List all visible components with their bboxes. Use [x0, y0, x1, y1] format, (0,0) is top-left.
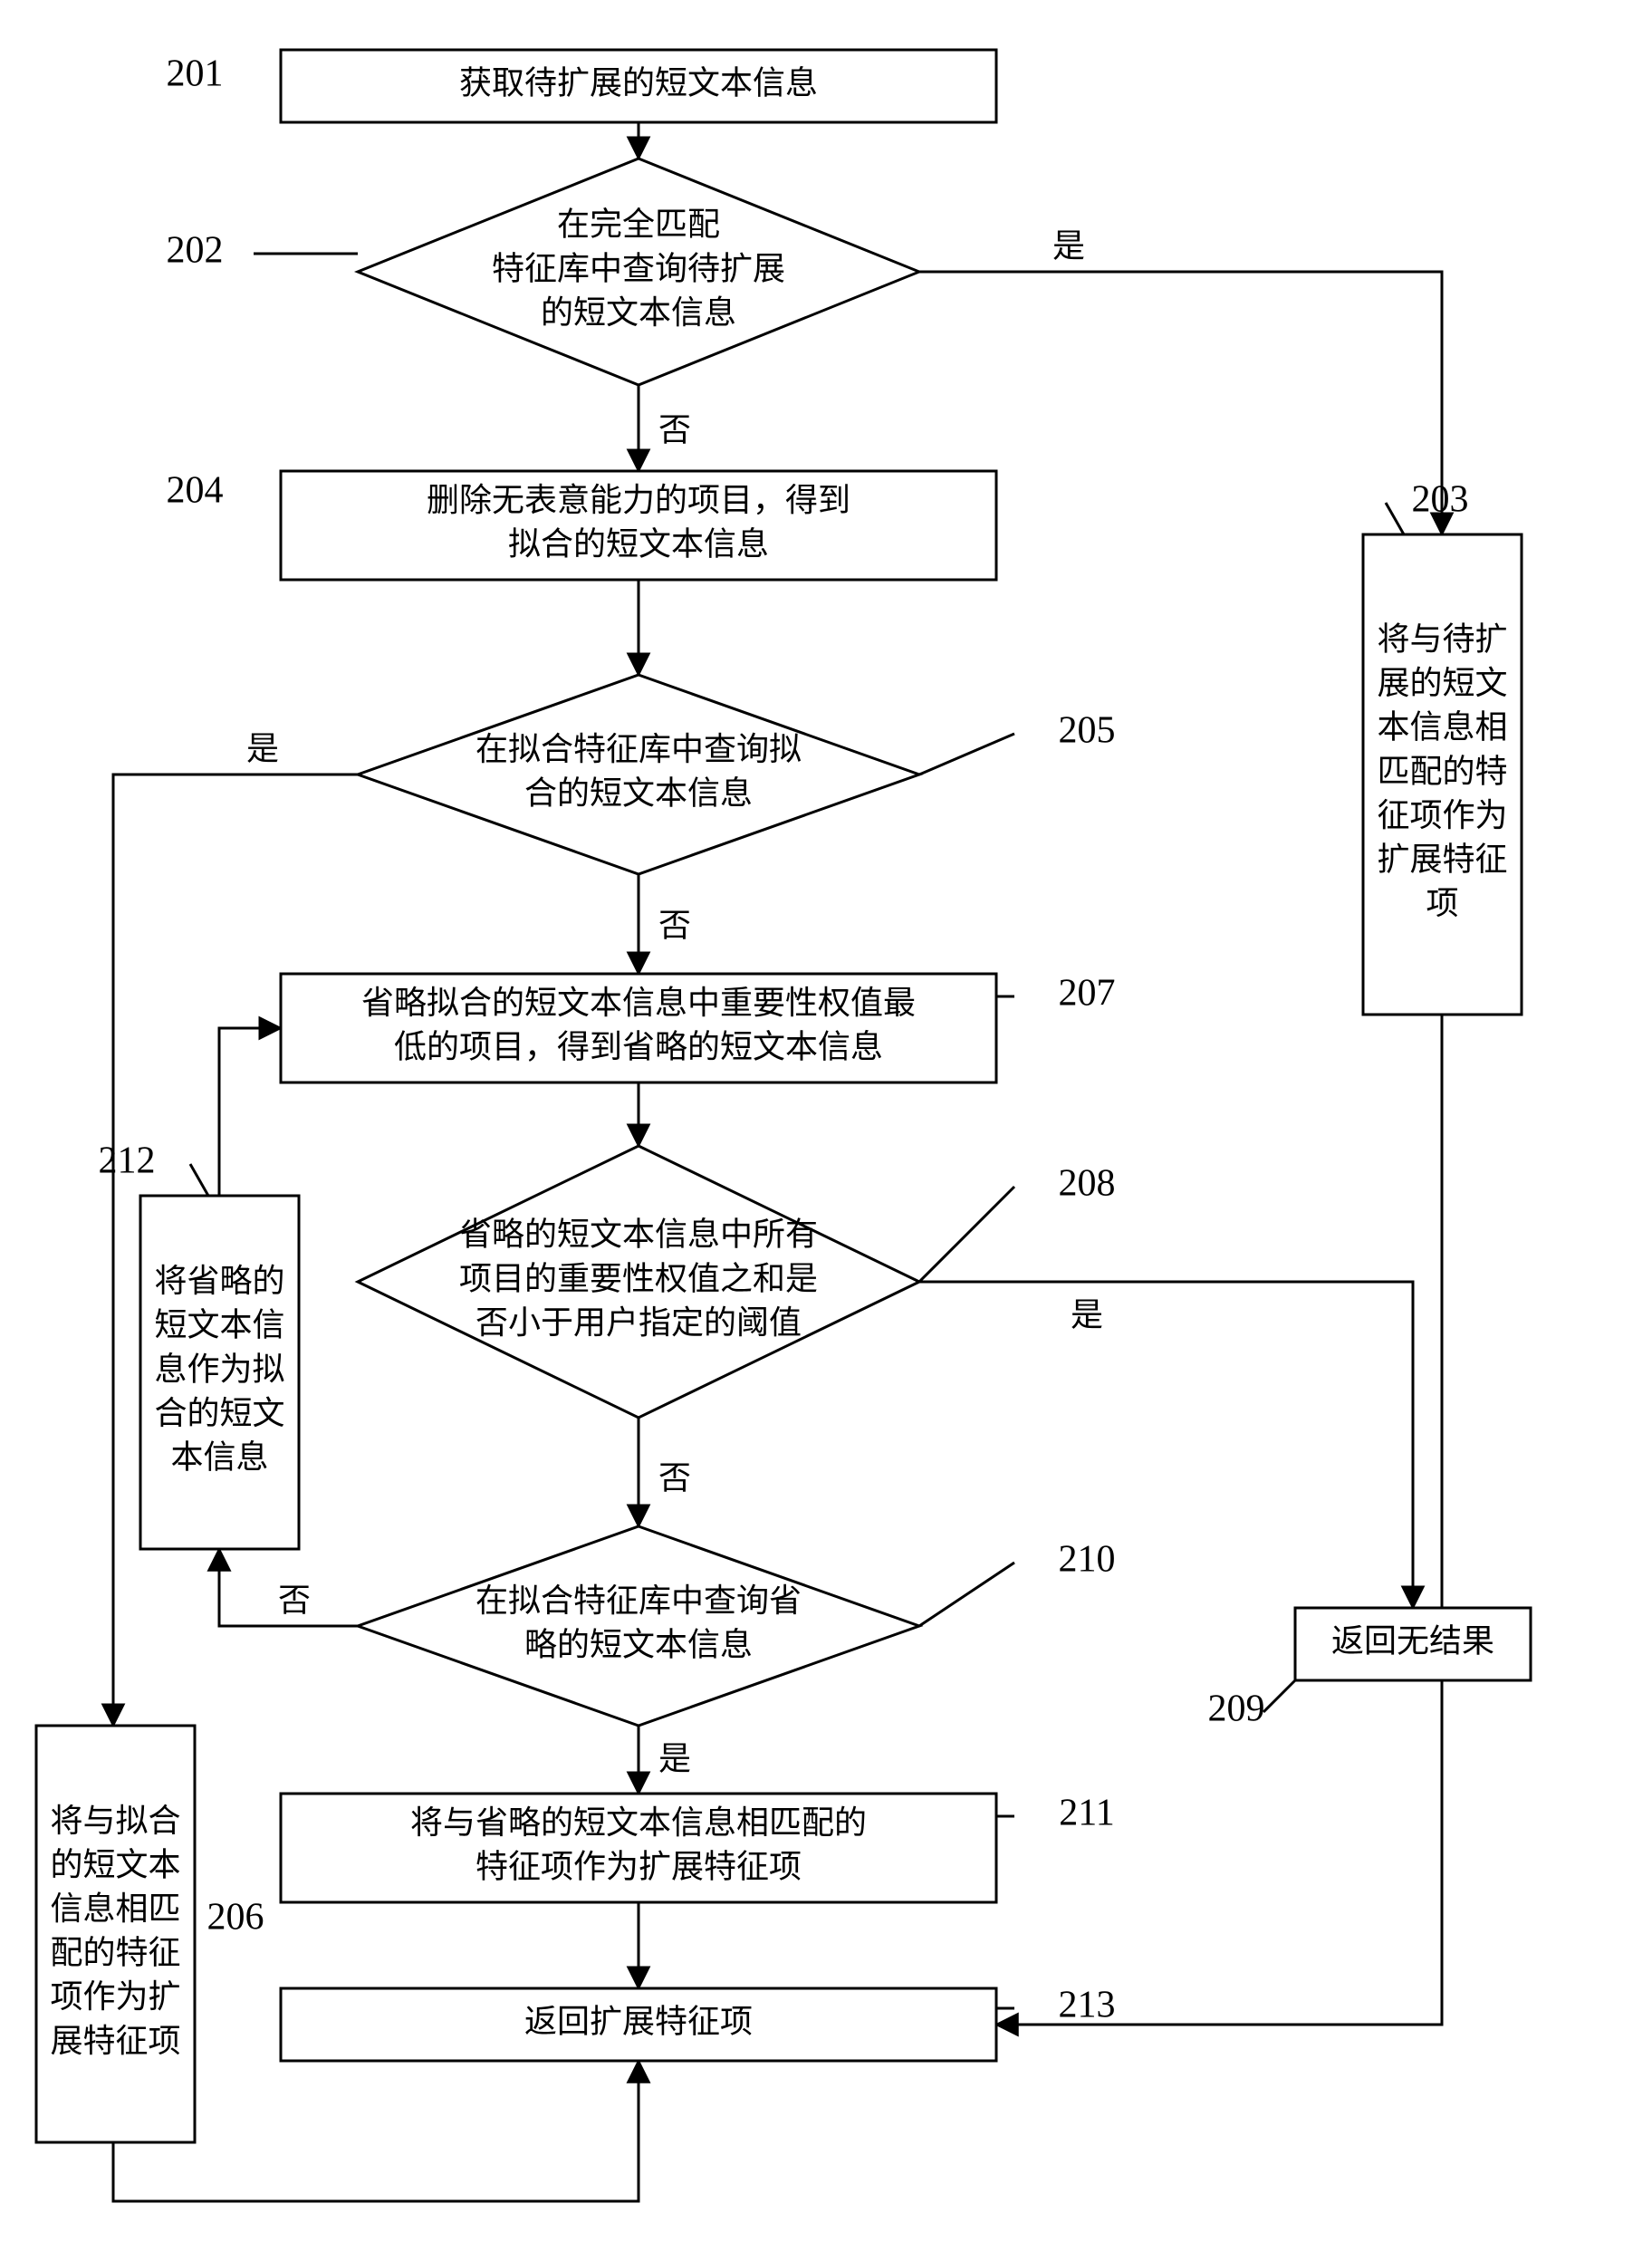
- edge-label: 否: [658, 411, 691, 447]
- node-text: 合的短文本信息: [524, 775, 753, 812]
- node-text: 的短文本: [50, 1846, 180, 1882]
- node-text: 返回无结果: [1331, 1622, 1494, 1659]
- node-text: 特征库中查询待扩展: [492, 250, 785, 286]
- node-text: 获取待扩展的短文本信息: [459, 64, 818, 101]
- edge-label: 是: [658, 1740, 691, 1776]
- edge: [919, 1187, 1014, 1282]
- edge: [919, 734, 1014, 775]
- node-text: 将与待扩: [1377, 621, 1507, 657]
- node-text: 将与省略的短文本信息相匹配的: [410, 1804, 867, 1841]
- node-text: 略的短文本信息: [524, 1627, 753, 1663]
- step-number: 207: [1059, 973, 1116, 1015]
- node-text: 征项作为: [1377, 797, 1507, 833]
- step-number: 213: [1059, 1985, 1116, 2026]
- node-text: 否小于用户指定的阈值: [475, 1304, 802, 1341]
- node-text: 本信息: [170, 1438, 268, 1475]
- node-text: 省略拟合的短文本信息中重要性权值最: [361, 985, 916, 1021]
- flowchart: 否是是否否是否是获取待扩展的短文本信息201在完全匹配特征库中查询待扩展的短文本…: [0, 0, 1652, 2261]
- edge: [1263, 1680, 1295, 1712]
- node-text: 将与拟合: [50, 1803, 180, 1839]
- step-number: 201: [167, 53, 224, 95]
- node-text: 展特征项: [50, 2023, 180, 2059]
- step-number: 212: [99, 1140, 156, 1182]
- node-text: 将省略的: [154, 1263, 284, 1299]
- node-text: 展的短文: [1377, 665, 1507, 701]
- step-number: 203: [1412, 479, 1469, 521]
- edge: [919, 272, 1442, 534]
- step-number: 208: [1059, 1163, 1116, 1205]
- node-text: 配的特征: [50, 1935, 180, 1971]
- node-text: 短文本信: [154, 1307, 284, 1343]
- node-text: 拟合的短文本信息: [508, 526, 769, 563]
- node-text: 在拟合特征库中查询拟: [475, 731, 802, 767]
- step-number: 205: [1059, 710, 1116, 752]
- node-text: 返回扩展特征项: [524, 2003, 753, 2039]
- edge-label: 否: [658, 907, 691, 943]
- edge: [919, 1563, 1014, 1626]
- step-number: 209: [1208, 1689, 1265, 1730]
- step-number: 202: [167, 230, 224, 272]
- node-text: 本信息相: [1377, 709, 1507, 746]
- node-text: 项目的重要性权值之和是: [459, 1260, 818, 1296]
- edge: [919, 1282, 1413, 1608]
- step-number: 206: [207, 1897, 264, 1939]
- edge-label: 否: [658, 1459, 691, 1496]
- edge-label: 是: [1052, 227, 1085, 264]
- step-number: 210: [1059, 1539, 1116, 1581]
- edge: [190, 1164, 208, 1196]
- node-text: 在拟合特征库中查询省: [475, 1583, 802, 1619]
- node-text: 项作为扩: [50, 1978, 180, 2015]
- node-text: 省略的短文本信息中所有: [459, 1217, 818, 1253]
- node-text: 扩展特征: [1377, 841, 1507, 877]
- edge: [219, 1028, 281, 1196]
- node-text: 低的项目，得到省略的短文本信息: [394, 1029, 883, 1065]
- node-text: 合的短文: [154, 1395, 284, 1431]
- node-text: 的短文本信息: [541, 294, 736, 331]
- node-text: 在完全匹配: [557, 207, 720, 243]
- node-text: 删除无表意能力的项目，得到: [427, 482, 850, 518]
- node-text: 匹配的特: [1377, 753, 1507, 789]
- node-text: 特征项作为扩展特征项: [475, 1849, 802, 1885]
- node-text: 信息相匹: [50, 1891, 180, 1927]
- edge: [1386, 503, 1404, 534]
- edge-label: 是: [246, 730, 279, 766]
- edge-label: 是: [1071, 1296, 1103, 1333]
- node-text: 项: [1426, 885, 1458, 921]
- step-number: 211: [1059, 1793, 1114, 1834]
- edge-label: 否: [278, 1582, 311, 1618]
- step-number: 204: [167, 470, 224, 512]
- node-text: 息作为拟: [154, 1351, 284, 1387]
